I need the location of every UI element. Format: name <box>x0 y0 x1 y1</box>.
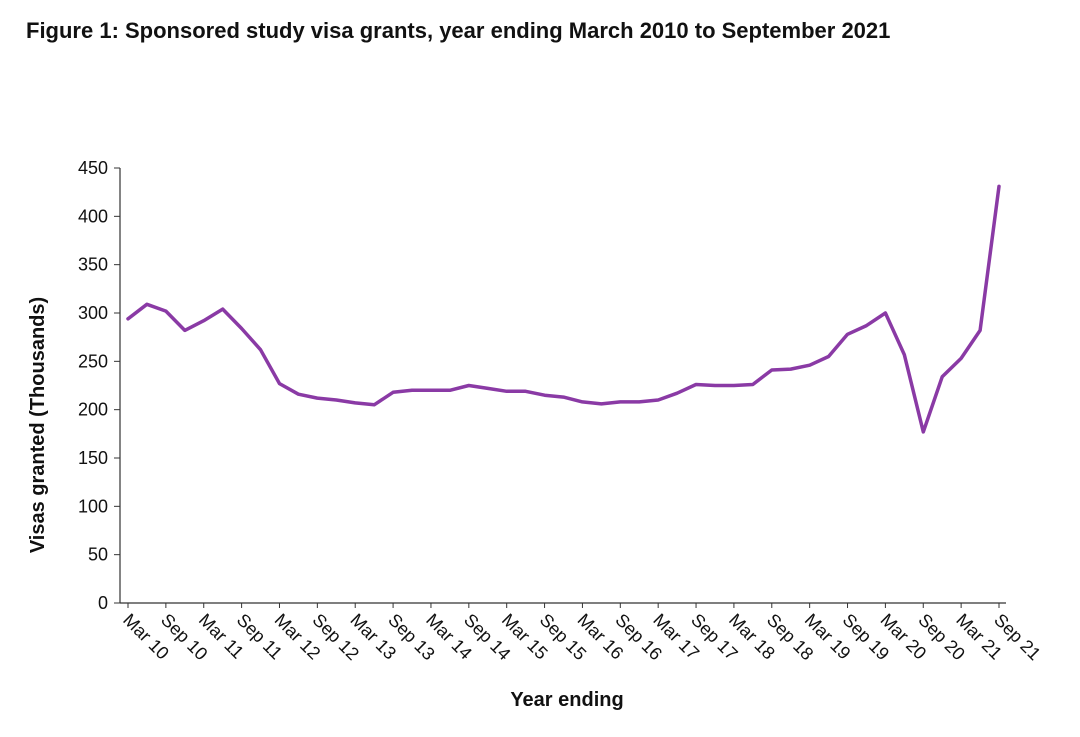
x-axis-title: Year ending <box>510 689 623 711</box>
y-tick-label: 150 <box>78 448 108 468</box>
y-tick-label: 100 <box>78 496 108 516</box>
y-tick-label: 0 <box>98 593 108 613</box>
y-tick-label: 250 <box>78 351 108 371</box>
y-tick-label: 50 <box>88 545 108 565</box>
chart-title: Figure 1: Sponsored study visa grants, y… <box>26 18 890 43</box>
data-line <box>126 184 1001 434</box>
y-tick-label: 400 <box>78 206 108 226</box>
y-tick-label: 350 <box>78 255 108 275</box>
y-tick-label: 200 <box>78 400 108 420</box>
y-tick-label: 300 <box>78 303 108 323</box>
y-tick-label: 450 <box>78 158 108 178</box>
y-axis-title: Visas granted (Thousands) <box>27 297 49 553</box>
